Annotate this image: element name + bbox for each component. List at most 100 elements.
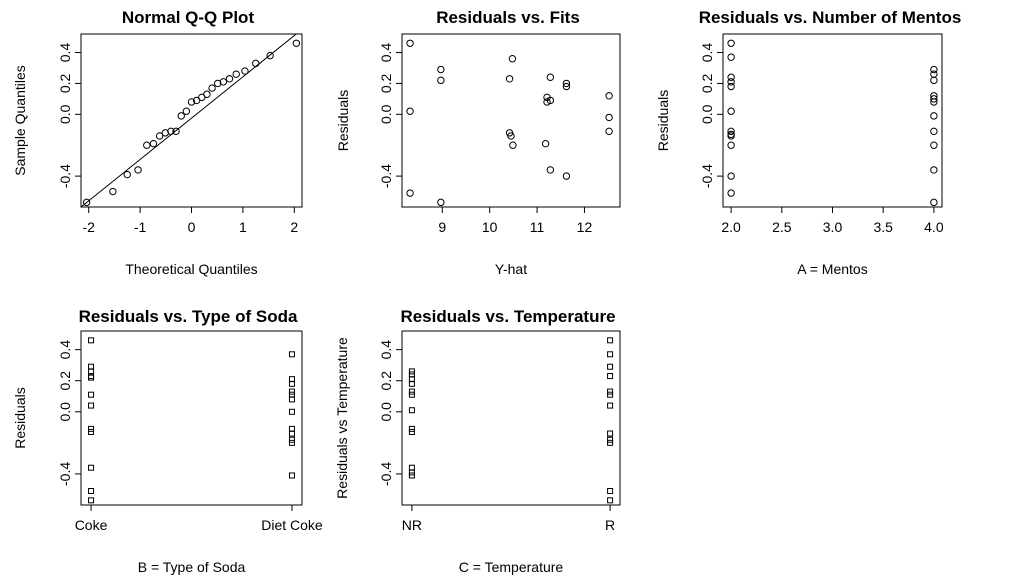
data-point: [727, 189, 735, 197]
data-point: [727, 172, 735, 180]
data-point: [288, 472, 295, 479]
data-point: [177, 112, 185, 120]
x-tick-label: NR: [402, 517, 422, 533]
y-tick-label: 0.0: [378, 104, 394, 124]
x-tick-label: 11: [530, 219, 545, 235]
y-tick-label: 0.4: [378, 43, 394, 63]
data-point: [605, 127, 613, 136]
data-point: [607, 430, 614, 437]
y-tick-label: -0.4: [378, 164, 394, 188]
x-tick-label: 1: [239, 219, 247, 235]
data-point: [208, 84, 216, 92]
data-point: [607, 351, 614, 358]
qq-reference-line: [81, 34, 298, 207]
x-axis-label: A = Mentos: [797, 261, 867, 277]
data-point: [607, 363, 614, 370]
y-axis-label: Sample Quantiles: [12, 65, 28, 176]
x-axis-label: Y-hat: [495, 261, 527, 277]
y-tick-label: 0.2: [378, 371, 394, 391]
y-tick-label: 0.2: [378, 73, 394, 93]
data-point: [727, 53, 735, 61]
data-point: [288, 439, 295, 446]
data-point: [727, 73, 735, 81]
y-tick-label: 0.4: [699, 43, 715, 63]
data-point: [88, 488, 95, 495]
data-point: [288, 436, 295, 443]
plot-frame: [401, 33, 621, 208]
data-point: [143, 141, 151, 149]
data-point: [727, 82, 735, 91]
y-tick-label: 0.2: [57, 371, 73, 391]
data-point: [252, 59, 260, 68]
x-axis-label: C = Temperature: [459, 559, 564, 575]
data-point: [88, 497, 95, 504]
data-point: [88, 428, 95, 435]
plot-title: Normal Q-Q Plot: [122, 8, 255, 27]
x-tick-label: 10: [482, 219, 498, 235]
data-point: [727, 132, 735, 140]
data-point: [408, 380, 415, 387]
data-point: [930, 112, 938, 120]
data-point: [88, 337, 95, 344]
data-point: [288, 380, 295, 387]
data-point: [541, 139, 550, 148]
data-point: [562, 82, 571, 91]
data-point: [225, 75, 234, 83]
plot-panel-2: Residuals vs. Fits 9 10 11 12 -0.4 0.0 0.2 0.4 Y-…: [335, 8, 621, 277]
data-point: [562, 172, 571, 180]
x-axis-label: B = Type of Soda: [138, 559, 246, 575]
data-point: [172, 127, 180, 136]
data-point: [727, 141, 735, 149]
data-point: [727, 107, 735, 115]
data-point: [288, 388, 295, 395]
data-point: [508, 55, 517, 63]
data-point: [607, 488, 614, 495]
data-point: [930, 70, 938, 78]
data-point: [607, 436, 614, 443]
data-point: [167, 127, 175, 136]
y-axis-label: Residuals: [655, 90, 671, 151]
x-tick-label: R: [605, 517, 615, 533]
y-tick-label: 0.4: [57, 43, 73, 63]
y-axis-label: Residuals: [12, 387, 28, 448]
y-tick-label: 0.0: [699, 104, 715, 124]
data-point: [607, 439, 614, 446]
data-point: [930, 65, 938, 74]
plot-frame: [80, 330, 303, 506]
plot-title: Residuals vs. Number of Mentos: [699, 8, 962, 27]
x-tick-label: 2: [290, 219, 298, 235]
data-point: [149, 139, 158, 148]
data-point: [607, 373, 614, 380]
data-point: [88, 402, 95, 409]
plot-title: Residuals vs. Type of Soda: [79, 307, 298, 326]
plot-frame: [722, 33, 943, 208]
data-point: [88, 464, 95, 471]
plot-title: Residuals vs. Fits: [436, 8, 580, 27]
y-tick-label: -0.4: [57, 462, 73, 486]
y-tick-label: 0.2: [699, 73, 715, 93]
data-point: [505, 75, 514, 83]
x-tick-label: 12: [577, 219, 593, 235]
y-tick-label: 0.4: [57, 340, 73, 360]
data-point: [408, 469, 415, 476]
plot-panel-4: Residuals vs. Type of Soda Coke Diet Coke -…: [12, 307, 323, 575]
data-point: [562, 79, 571, 88]
data-point: [203, 90, 211, 98]
data-point: [82, 198, 91, 207]
x-tick-label: 2.0: [721, 219, 741, 235]
data-point: [406, 39, 414, 47]
data-point: [266, 51, 274, 60]
data-point: [123, 170, 131, 179]
data-point: [607, 391, 614, 398]
data-point: [546, 73, 555, 81]
data-point: [509, 141, 517, 149]
data-point: [288, 351, 295, 358]
data-point: [727, 127, 735, 136]
data-point: [408, 407, 415, 414]
plot-frame: [80, 33, 303, 208]
data-point: [408, 425, 415, 432]
x-tick-label: -2: [82, 219, 95, 235]
x-tick-label: -1: [134, 219, 147, 235]
data-point: [155, 132, 164, 140]
